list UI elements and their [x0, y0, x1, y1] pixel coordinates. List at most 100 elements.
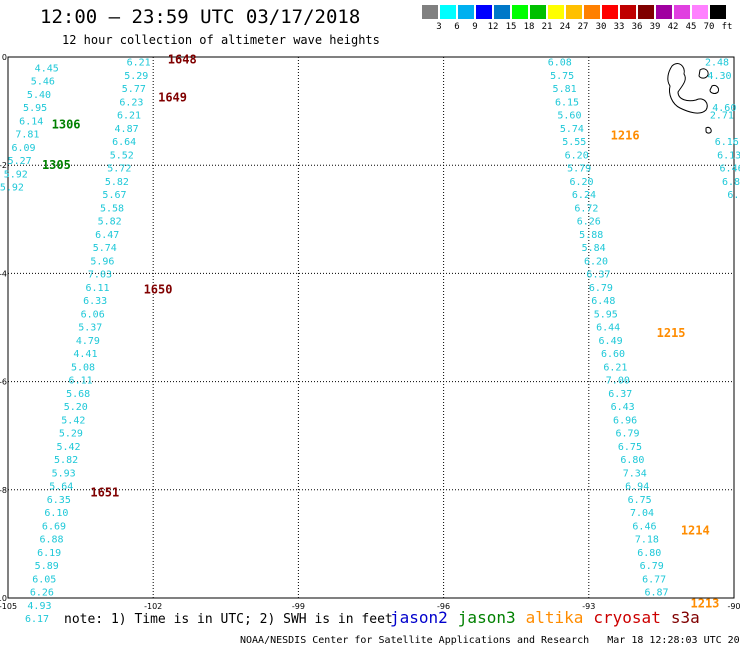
swh-value: 6.44	[596, 322, 620, 333]
swh-value: 4.41	[73, 349, 97, 360]
swh-value: 5.29	[124, 71, 148, 82]
legend-item-jason3: jason3	[457, 608, 516, 627]
swh-value: 6.05	[32, 575, 56, 586]
swh-value: 5.82	[98, 216, 122, 227]
swh-value: 6.69	[42, 522, 66, 533]
time-label: 1213	[691, 596, 720, 610]
color-scale-label: 36	[631, 22, 643, 32]
swh-value: 4.60	[712, 103, 736, 114]
color-swatch	[440, 5, 456, 19]
swh-value: 6.16	[715, 137, 739, 148]
time-label: 1651	[90, 486, 119, 500]
swh-value: 7.18	[635, 534, 659, 545]
swh-value: 6.46	[632, 522, 656, 533]
swh-value: 6.88	[40, 534, 64, 545]
swh-value: 5.27	[8, 156, 32, 167]
color-swatch	[674, 5, 690, 19]
swh-value: 5.52	[110, 150, 134, 161]
island-outline	[667, 63, 708, 114]
swh-value: 6.47	[95, 230, 119, 241]
color-swatch	[584, 5, 600, 19]
swh-value: 6.60	[601, 349, 625, 360]
swh-value: 6.17	[25, 614, 49, 625]
swh-value: 5.84	[582, 243, 606, 254]
swh-value: 5.46	[31, 76, 55, 87]
swh-value: 6.2	[727, 190, 740, 201]
swh-value: 5.89	[35, 561, 59, 572]
color-swatch	[602, 5, 618, 19]
color-scale-label: 42	[667, 22, 679, 32]
swh-value: 6.46	[720, 163, 740, 174]
legend-item-s3a: s3a	[670, 608, 700, 627]
swh-value: 4.93	[27, 601, 51, 612]
color-scale-label: 70	[703, 22, 715, 32]
swh-value: 7.03	[88, 269, 112, 280]
swh-value: 6.43	[611, 402, 635, 413]
swh-value: 6.06	[81, 309, 105, 320]
swh-value: 5.74	[560, 124, 584, 135]
swh-value: 6.20	[565, 150, 589, 161]
x-tick-label: -102	[144, 602, 162, 611]
swh-value: 5.75	[550, 71, 574, 82]
swh-value: 6.20	[569, 177, 593, 188]
time-label: 1305	[42, 158, 71, 172]
swh-value: 5.08	[71, 362, 95, 373]
swh-value: 7.34	[623, 468, 647, 479]
swh-value: 6.23	[119, 97, 143, 108]
swh-value: 5.96	[90, 256, 114, 267]
swh-value: 5.93	[52, 468, 76, 479]
swh-value: 6.79	[589, 283, 613, 294]
color-scale-label: 12	[487, 22, 499, 32]
time-label: 1215	[657, 326, 686, 340]
color-swatch	[620, 5, 636, 19]
swh-value: 6.87	[645, 588, 669, 599]
color-scale-label: 18	[523, 22, 535, 32]
swh-value: 5.29	[59, 428, 83, 439]
color-scale-label: 30	[595, 22, 607, 32]
y-tick-label: -8	[0, 486, 7, 495]
swh-value: 6.79	[615, 428, 639, 439]
swh-value: 5.64	[49, 481, 73, 492]
color-scale-label: 15	[505, 22, 517, 32]
color-swatch	[458, 5, 474, 19]
color-scale-label: 39	[649, 22, 661, 32]
swh-value: 5.67	[102, 190, 126, 201]
swh-value: 6.11	[69, 375, 93, 386]
time-label: 1306	[52, 118, 81, 132]
swh-value: 7.00	[606, 375, 630, 386]
island-outline	[705, 126, 712, 134]
page-subtitle: 12 hour collection of altimeter wave hei…	[62, 33, 380, 47]
swh-value: 5.92	[0, 182, 24, 193]
swh-value: 4.45	[35, 63, 59, 74]
swh-value: 6.72	[574, 203, 598, 214]
color-scale-label: 45	[685, 22, 697, 32]
swh-value: 5.95	[594, 309, 618, 320]
swh-value: 5.42	[56, 442, 80, 453]
swh-value: 6.26	[30, 588, 54, 599]
swh-value: 5.79	[567, 163, 591, 174]
time-label: 1649	[158, 91, 187, 105]
swh-value: 7.81	[15, 129, 39, 140]
legend-item-altika: altika	[525, 608, 584, 627]
swh-value: 6.94	[625, 481, 649, 492]
swh-value: 6.21	[117, 110, 141, 121]
legend-item-jason2: jason2	[390, 608, 448, 627]
footer-note: note: 1) Time is in UTC; 2) SWH is in fe…	[64, 612, 393, 627]
color-swatch	[656, 5, 672, 19]
color-swatch	[530, 5, 546, 19]
swh-value: 6.64	[112, 137, 136, 148]
swh-value: 5.60	[557, 110, 581, 121]
color-swatch	[494, 5, 510, 19]
swh-value: 6.21	[127, 57, 151, 68]
y-tick-label: 0	[2, 53, 7, 62]
swh-value: 6.49	[599, 336, 623, 347]
swh-value: 5.58	[100, 203, 124, 214]
swh-value: 6.85	[722, 177, 740, 188]
y-tick-label: -10	[0, 594, 7, 603]
credit-line: NOAA/NESDIS Center for Satellite Applica…	[240, 635, 740, 646]
island-outline	[709, 85, 719, 94]
y-tick-label: -6	[0, 378, 7, 387]
swh-value: 6.20	[584, 256, 608, 267]
swh-value: 6.24	[572, 190, 596, 201]
